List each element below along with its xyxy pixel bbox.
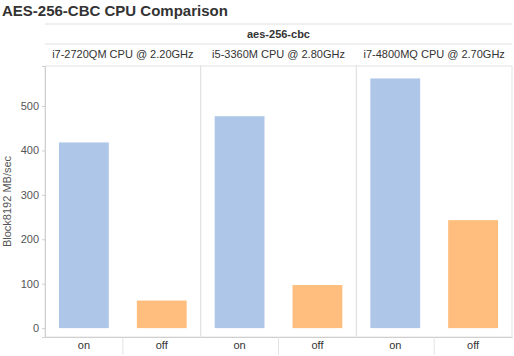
bar xyxy=(370,78,420,328)
y-tick: 100 xyxy=(21,278,45,290)
y-tick-mark xyxy=(42,328,45,329)
x-tick-label: off xyxy=(156,339,169,351)
panel-title: i7-4800MQ CPU @ 2.70GHz xyxy=(363,48,504,60)
bars xyxy=(59,142,187,328)
axis-line xyxy=(42,67,46,338)
y-tick-mark xyxy=(42,284,45,285)
y-tick-mark xyxy=(42,106,45,107)
x-tick: off xyxy=(156,337,169,351)
y-tick-mark xyxy=(42,239,45,240)
x-axis: on off xyxy=(357,337,513,351)
plot-frame xyxy=(45,66,201,337)
x-tick: on xyxy=(389,337,401,351)
panel: on off xyxy=(201,66,357,355)
y-tick-label: 500 xyxy=(21,100,39,112)
plot-frame xyxy=(201,66,357,337)
bar xyxy=(293,285,343,328)
y-axis: 0 100 200 300 400 500 xyxy=(21,67,46,338)
x-tick-label: on xyxy=(389,339,401,351)
bar xyxy=(448,220,498,328)
x-tick-label: off xyxy=(467,339,480,351)
bars xyxy=(370,78,498,328)
bar xyxy=(59,142,109,328)
x-tick: off xyxy=(467,337,480,351)
x-tick: on xyxy=(78,337,90,351)
y-tick: 300 xyxy=(21,189,45,201)
y-tick-label: 300 xyxy=(21,189,39,201)
bar xyxy=(215,116,265,328)
category-separator xyxy=(434,337,435,355)
y-tick-label: 200 xyxy=(21,233,39,245)
panel: 0 100 200 300 400 500 on off xyxy=(21,66,202,355)
panel-title: i5-3360M CPU @ 2.80GHz xyxy=(212,48,345,60)
axis-line xyxy=(357,337,513,338)
plot-frame xyxy=(356,66,512,337)
y-tick: 500 xyxy=(21,100,45,112)
y-tick-label: 100 xyxy=(21,278,39,290)
category-separator xyxy=(278,337,279,355)
header-border xyxy=(45,24,512,25)
y-axis-title: Block8192 MB/sec xyxy=(1,155,13,247)
x-tick-label: on xyxy=(78,339,90,351)
y-tick-mark xyxy=(42,150,45,151)
chart: AES-256-CBC CPU Comparison aes-256-cbc 0 10… xyxy=(0,0,514,356)
header-border xyxy=(45,44,512,45)
bar xyxy=(137,301,187,329)
y-tick-mark xyxy=(42,195,45,196)
panel: on off xyxy=(356,66,512,355)
y-tick: 0 xyxy=(33,322,45,334)
facet-header: aes-256-cbc xyxy=(247,28,310,40)
x-tick-label: on xyxy=(233,339,245,351)
x-tick: on xyxy=(233,337,245,351)
bars xyxy=(215,116,343,328)
y-tick: 400 xyxy=(21,144,45,156)
category-separator xyxy=(122,337,123,355)
y-tick: 200 xyxy=(21,233,45,245)
panel-title: i7-2720QM CPU @ 2.20GHz xyxy=(52,48,193,60)
x-tick-label: off xyxy=(311,339,324,351)
x-tick: off xyxy=(311,337,324,351)
title: AES-256-CBC CPU Comparison xyxy=(2,2,228,19)
y-tick-label: 0 xyxy=(33,322,39,334)
y-tick-label: 400 xyxy=(21,144,39,156)
